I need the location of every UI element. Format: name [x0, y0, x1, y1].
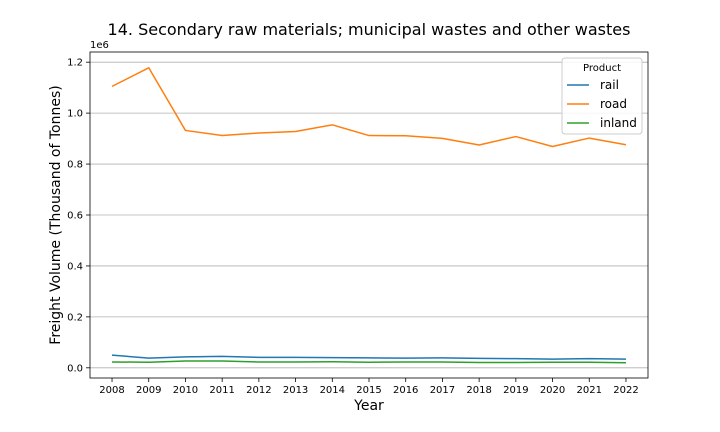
legend-box — [561, 57, 643, 135]
y-tick-label: 0.4 — [67, 261, 83, 272]
legend: Product rail road inland — [561, 57, 643, 135]
x-axis-label: Year — [353, 398, 384, 414]
x-tick-label: 2019 — [503, 385, 528, 396]
x-tick-label: 2020 — [540, 385, 565, 396]
legend-title: Product — [583, 63, 621, 74]
x-tick-label: 2014 — [320, 385, 345, 396]
y-tick-label: 1.2 — [67, 58, 83, 69]
x-tick-label: 2017 — [430, 385, 455, 396]
x-tick-label: 2016 — [393, 385, 418, 396]
series-line-rail — [111, 354, 626, 360]
x-tick-label: 2008 — [99, 385, 124, 396]
x-tick-label: 2012 — [246, 385, 271, 396]
y-tick-label: 0.2 — [67, 312, 83, 323]
x-tick-label: 2011 — [209, 385, 234, 396]
series-line-road — [111, 67, 627, 148]
x-tick-label: 2013 — [283, 385, 308, 396]
x-tick-label: 2015 — [356, 385, 381, 396]
legend-label-rail: rail — [600, 78, 619, 92]
y-tick-label: 1.0 — [67, 109, 83, 120]
legend-label-road: road — [600, 97, 627, 111]
legend-label-inland: inland — [600, 116, 637, 130]
series-lines — [111, 67, 627, 364]
x-axis-ticks: 2008 2009 2010 2011 2012 2013 2014 2015 2016 2017… — [99, 378, 639, 396]
series-line-inland — [112, 360, 626, 364]
x-tick-label: 2009 — [136, 385, 161, 396]
x-tick-label: 2021 — [577, 385, 602, 396]
y-axis-offset-label: 1e6 — [90, 40, 109, 51]
x-tick-label: 2022 — [613, 385, 638, 396]
gridlines — [90, 61, 648, 369]
y-tick-label: 0.6 — [67, 211, 83, 222]
y-tick-label: 0.8 — [67, 160, 83, 171]
legend-items: rail road inland — [567, 78, 637, 130]
y-tick-label: 0.0 — [67, 363, 83, 374]
x-tick-label: 2010 — [173, 385, 198, 396]
y-axis-label: Freight Volume (Thousand of Tonnes) — [48, 85, 64, 344]
chart-title: 14. Secondary raw materials; municipal w… — [108, 20, 631, 39]
x-tick-label: 2018 — [466, 385, 491, 396]
y-axis-ticks: 0.0 0.2 0.4 0.6 0.8 1.0 1.2 — [67, 58, 90, 374]
